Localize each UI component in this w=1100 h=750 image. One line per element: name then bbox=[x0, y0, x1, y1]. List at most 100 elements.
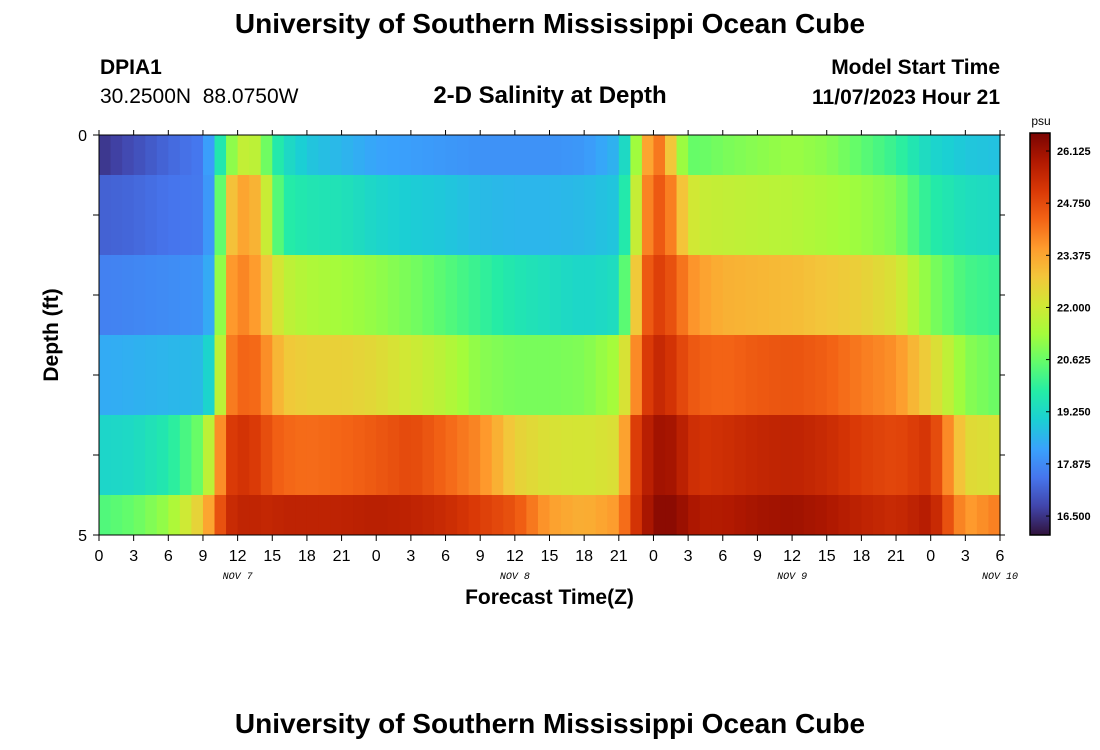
heat-cell bbox=[399, 175, 412, 255]
heat-cell bbox=[283, 255, 296, 335]
heat-cell bbox=[376, 415, 389, 495]
heat-cell bbox=[872, 495, 886, 535]
heat-cell bbox=[295, 135, 308, 175]
heat-cell bbox=[630, 495, 643, 535]
heat-cell bbox=[595, 415, 608, 495]
heat-cell bbox=[283, 135, 296, 175]
heat-cell bbox=[896, 255, 909, 335]
heat-cell bbox=[711, 175, 724, 255]
heat-cell bbox=[433, 495, 447, 535]
heat-cell bbox=[179, 335, 193, 415]
heat-cell bbox=[133, 335, 146, 415]
heat-cell bbox=[768, 335, 782, 415]
heat-cell bbox=[226, 335, 239, 415]
heat-cell bbox=[861, 495, 874, 535]
heat-cell bbox=[341, 255, 354, 335]
x-tick-label: 18 bbox=[298, 548, 316, 565]
heat-cell bbox=[630, 335, 643, 415]
heat-cell bbox=[953, 175, 966, 255]
heat-cell bbox=[410, 135, 424, 175]
x-tick-label: 15 bbox=[818, 548, 836, 565]
heat-cell bbox=[410, 255, 424, 335]
heat-cell bbox=[202, 335, 216, 415]
heat-cell bbox=[988, 415, 1001, 495]
x-tick-label: 3 bbox=[406, 548, 415, 565]
heat-cell bbox=[468, 255, 481, 335]
heat-cell bbox=[214, 415, 227, 495]
heat-cell bbox=[584, 135, 597, 175]
heat-cell bbox=[803, 335, 816, 415]
heat-cell bbox=[780, 175, 793, 255]
heat-cell bbox=[976, 175, 990, 255]
heat-cell bbox=[757, 175, 770, 255]
heat-cell bbox=[653, 495, 666, 535]
heat-cell bbox=[491, 335, 504, 415]
heat-cell bbox=[757, 495, 770, 535]
heat-cell bbox=[445, 175, 458, 255]
heat-cell bbox=[537, 495, 551, 535]
heat-cell bbox=[330, 415, 343, 495]
heat-cell bbox=[919, 135, 932, 175]
heat-cell bbox=[457, 495, 470, 535]
heat-cell bbox=[283, 495, 296, 535]
heat-cell bbox=[745, 135, 759, 175]
heat-cell bbox=[145, 415, 158, 495]
heat-cell bbox=[433, 415, 447, 495]
heat-cell bbox=[353, 175, 366, 255]
heat-cell bbox=[641, 175, 655, 255]
heat-cell bbox=[988, 255, 1001, 335]
heat-cell bbox=[318, 335, 331, 415]
heat-cell bbox=[861, 415, 874, 495]
x-tick-label: 6 bbox=[164, 548, 173, 565]
heat-cell bbox=[283, 175, 296, 255]
heat-cell bbox=[295, 335, 308, 415]
heat-cell bbox=[919, 495, 932, 535]
heat-cell bbox=[330, 175, 343, 255]
heat-cell bbox=[226, 255, 239, 335]
heat-cell bbox=[861, 255, 874, 335]
station-id: DPIA1 bbox=[100, 56, 162, 79]
heat-cell bbox=[653, 175, 666, 255]
heat-cell bbox=[330, 495, 343, 535]
heat-cell bbox=[387, 335, 400, 415]
heat-cell bbox=[537, 335, 551, 415]
heat-cell bbox=[630, 175, 643, 255]
heat-cell bbox=[838, 255, 851, 335]
salinity-heatmap-chart: 0 3 6 9 12 15 18 21 0 3 6 9 12 15 18 21 0 3 6 9 12 15 18 21 0 3 6 N… bbox=[40, 114, 1091, 609]
heat-cell bbox=[306, 135, 320, 175]
heat-cell bbox=[237, 495, 250, 535]
heat-cell bbox=[561, 495, 574, 535]
heat-cell bbox=[826, 335, 839, 415]
heat-cell bbox=[815, 175, 828, 255]
heat-cell bbox=[688, 255, 701, 335]
heat-cell bbox=[953, 495, 966, 535]
heat-cell bbox=[145, 335, 158, 415]
heat-cell bbox=[110, 175, 123, 255]
heat-cell bbox=[202, 495, 216, 535]
bottom-page-title: University of Southern Mississippi Ocean… bbox=[234, 708, 866, 739]
heat-cell bbox=[526, 255, 539, 335]
heat-cell bbox=[953, 415, 966, 495]
heat-cell bbox=[457, 175, 470, 255]
heat-cell bbox=[422, 255, 435, 335]
heat-cell bbox=[191, 175, 204, 255]
heat-cell bbox=[549, 335, 562, 415]
heat-cell bbox=[202, 255, 216, 335]
heat-cell bbox=[572, 175, 585, 255]
heat-cell bbox=[364, 255, 377, 335]
heat-cell bbox=[757, 415, 770, 495]
heat-cell bbox=[607, 135, 620, 175]
heat-cell bbox=[514, 135, 527, 175]
heat-cell bbox=[595, 335, 608, 415]
heat-cell bbox=[145, 135, 158, 175]
heat-cell bbox=[341, 335, 354, 415]
heat-cell bbox=[618, 135, 631, 175]
heat-cell bbox=[145, 495, 158, 535]
heat-cell bbox=[734, 135, 747, 175]
heat-cell bbox=[861, 335, 874, 415]
heat-cell bbox=[676, 255, 689, 335]
heat-cell bbox=[364, 335, 377, 415]
heat-cell bbox=[249, 495, 262, 535]
heat-cell bbox=[168, 175, 181, 255]
heat-cell bbox=[826, 135, 839, 175]
